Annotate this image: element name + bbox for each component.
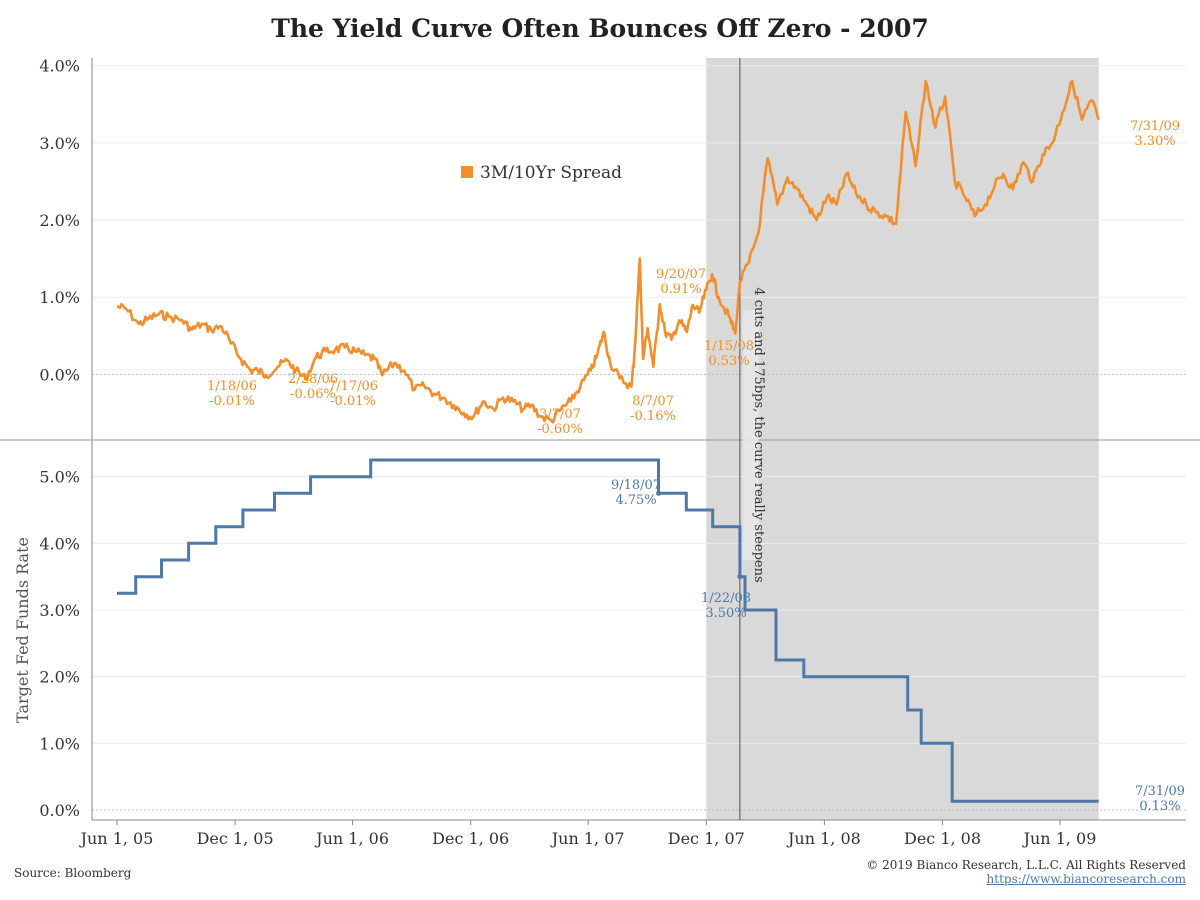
spread-line	[116, 79, 1100, 424]
spread-annotation-value: -0.01%	[209, 394, 255, 409]
y-tick-label-top: 3.0%	[39, 134, 80, 153]
spread-annotation-value: -0.06%	[290, 387, 336, 402]
fed-annotation-date: 7/31/09	[1135, 784, 1185, 799]
event-label-bg	[742, 310, 759, 560]
x-tick-label: Jun 1, 09	[1022, 829, 1097, 848]
x-tick-label: Dec 1, 08	[904, 829, 981, 848]
y-tick-label-bottom: 1.0%	[39, 734, 80, 753]
y-tick-label-top: 2.0%	[39, 211, 80, 230]
spread-annotation-value: 0.53%	[708, 354, 749, 369]
x-tick-label: Dec 1, 07	[668, 829, 745, 848]
y-axis-title-bottom: Target Fed Funds Rate	[13, 537, 32, 723]
series-lines	[116, 58, 1100, 820]
copyright-text: © 2019 Bianco Research, L.L.C. All Right…	[866, 858, 1186, 872]
axes: 4.0% 3.0% 2.0% 1.0% 0.0% 5.0% 4.0% 3.0% 2.0% 1.0%…	[0, 57, 1200, 848]
y-tick-label-bottom: 5.0%	[39, 468, 80, 487]
y-tick-label-top: 1.0%	[39, 288, 80, 307]
x-tick-label: Dec 1, 06	[432, 829, 509, 848]
y-tick-label-bottom: 2.0%	[39, 668, 80, 687]
spread-annotation-value: 0.91%	[660, 282, 701, 297]
spread-annotation-date: 7/17/06	[328, 379, 378, 394]
legend-label: 3M/10Yr Spread	[480, 163, 622, 183]
x-tick-label: Jun 1, 06	[314, 829, 389, 848]
legend-swatch	[461, 166, 473, 178]
fed-annotation-value: 3.50%	[705, 606, 746, 621]
fed-annotation-value: 4.75%	[615, 493, 656, 508]
y-tick-label-top: 0.0%	[39, 365, 80, 384]
fed-point-marker	[656, 490, 662, 496]
spread-annotation-date: 7/31/09	[1130, 119, 1180, 134]
annotations: 4 cuts and 175bps, the curve really stee…	[207, 119, 1185, 814]
spread-annotation-value: -0.60%	[537, 422, 583, 437]
chart-background	[706, 58, 1099, 820]
spread-annotation-date: 3/7/07	[539, 407, 581, 422]
fed-annotation-date: 1/22/08	[701, 591, 751, 606]
y-tick-label-bottom: 3.0%	[39, 601, 80, 620]
spread-annotation-value: -0.01%	[330, 394, 376, 409]
x-tick-label: Dec 1, 05	[197, 829, 274, 848]
spread-annotation-date: 2/28/06	[288, 372, 338, 387]
y-tick-label-bottom: 0.0%	[39, 801, 80, 820]
spread-annotation-date: 1/15/08	[704, 339, 754, 354]
x-tick-label: Jun 1, 07	[550, 829, 625, 848]
event-label: 4 cuts and 175bps, the curve really stee…	[751, 287, 766, 582]
copyright-block: © 2019 Bianco Research, L.L.C. All Right…	[866, 858, 1186, 886]
fed-point-marker	[737, 574, 743, 580]
spread-annotation-value: 3.30%	[1134, 134, 1175, 149]
gridlines	[92, 65, 1186, 811]
chart-title: The Yield Curve Often Bounces Off Zero -…	[271, 14, 929, 43]
source-note: Source: Bloomberg	[14, 866, 132, 880]
spread-annotation-date: 1/18/06	[207, 379, 257, 394]
spread-annotation-date: 8/7/07	[632, 394, 674, 409]
x-tick-label: Jun 1, 05	[79, 829, 154, 848]
y-tick-label-top: 4.0%	[39, 57, 80, 76]
y-tick-label-bottom: 4.0%	[39, 534, 80, 553]
fed-annotation-date: 9/18/07	[611, 478, 661, 493]
spread-annotation-date: 9/20/07	[656, 267, 706, 282]
shaded-period	[706, 58, 1099, 820]
x-tick-label: Jun 1, 08	[786, 829, 861, 848]
website-link[interactable]: https://www.biancoresearch.com	[986, 872, 1186, 886]
fed-annotation-value: 0.13%	[1139, 799, 1180, 814]
spread-annotation-value: -0.16%	[630, 409, 676, 424]
